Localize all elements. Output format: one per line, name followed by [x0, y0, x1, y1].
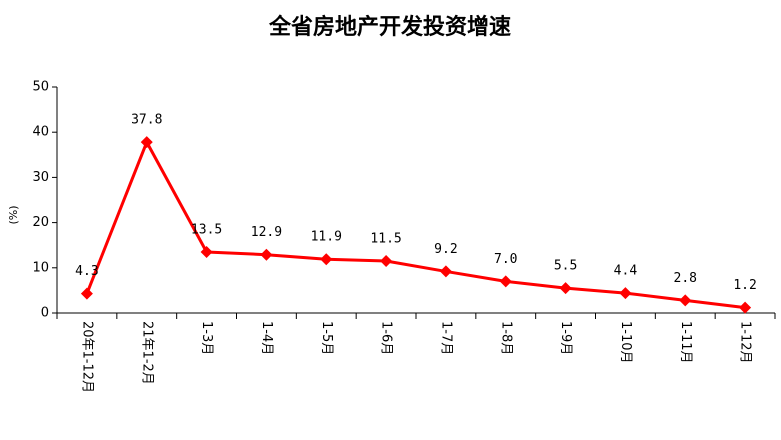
x-tick-label: 1-10月 — [618, 321, 633, 364]
y-tick-label: 20 — [32, 215, 49, 230]
y-tick-label: 50 — [32, 80, 49, 95]
x-tick-label: 1-6月 — [379, 321, 394, 355]
x-tick-label: 1-9月 — [558, 321, 573, 355]
data-label: 11.9 — [311, 230, 342, 245]
x-tick-label: 1-8月 — [498, 321, 513, 355]
line — [85, 140, 746, 310]
x-tick-label: 1-11月 — [678, 321, 693, 364]
x-tick-label: 20年1-12月 — [79, 321, 94, 393]
data-label: 5.5 — [554, 259, 577, 274]
x-tick-label: 1-12月 — [738, 321, 753, 364]
x-tick-label: 1-4月 — [259, 321, 274, 355]
marker — [559, 282, 572, 295]
data-label: 9.2 — [434, 242, 457, 257]
data-label: 4.3 — [75, 264, 98, 279]
data-label: 11.5 — [370, 232, 401, 247]
marker — [380, 255, 393, 268]
data-label: 13.5 — [191, 222, 222, 237]
x-tick-label: 1-5月 — [319, 321, 334, 355]
marker — [260, 248, 273, 261]
y-tick-label: 40 — [32, 125, 49, 140]
marker — [499, 275, 512, 288]
data-label: 37.8 — [131, 113, 162, 128]
y-tick-label: 10 — [32, 260, 49, 275]
data-label: 2.8 — [674, 271, 697, 286]
data-label: 12.9 — [251, 225, 282, 240]
data-label: 4.4 — [614, 264, 638, 279]
marker — [739, 301, 752, 314]
marker — [140, 136, 153, 149]
x-tick-label: 21年1-2月 — [139, 321, 154, 385]
y-tick-label: 30 — [32, 170, 49, 185]
y-tick-label: 0 — [41, 306, 49, 321]
marker — [439, 265, 452, 278]
marker — [320, 253, 333, 266]
x-tick-label: 1-3月 — [199, 321, 214, 355]
marker — [619, 287, 632, 300]
marker — [679, 294, 692, 307]
chart-title: 全省房地产开发投资增速 — [268, 14, 511, 40]
marker — [200, 245, 213, 258]
data-label: 7.0 — [494, 252, 517, 267]
x-tick-label: 1-7月 — [438, 321, 453, 355]
y-axis-label: (%) — [7, 205, 20, 224]
marker — [80, 287, 93, 300]
data-label: 1.2 — [733, 278, 756, 293]
